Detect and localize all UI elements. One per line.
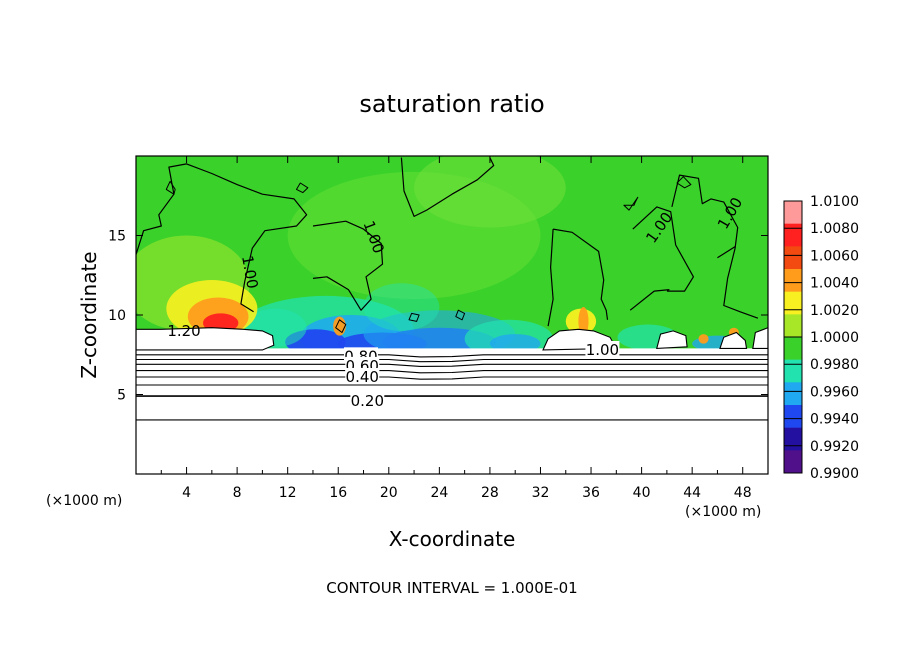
field-patch: [414, 156, 566, 228]
contour-label: 0.40: [346, 368, 379, 386]
contour-line: [136, 376, 768, 380]
cloud-cap: [752, 327, 768, 349]
colorbar-label: 0.9900: [810, 466, 859, 482]
contour-line: [408, 312, 420, 322]
colorbar-swatch: [784, 269, 802, 292]
x-tick-label: 32: [532, 485, 550, 501]
x-tick-label: 16: [329, 485, 347, 501]
y-axis-title: Z-coordinate: [77, 251, 101, 378]
colorbar: 1.0100 1.0080 1.0060 1.0040 1.0020 1.0000 0.99…: [783, 194, 859, 482]
contour-line: [547, 229, 554, 327]
colorbar-swatch: [784, 405, 802, 428]
colorbar-swatch: [784, 201, 802, 224]
contour-label: 1.00: [238, 254, 262, 290]
contour-label: 0.20: [351, 392, 384, 410]
colorbar-swatch: [784, 359, 802, 383]
field-patch: [363, 283, 440, 331]
x-tick-label: 8: [233, 485, 242, 501]
x-origin-unit-label: (×1000 m): [46, 493, 122, 509]
cloud-cap: [136, 327, 275, 351]
contour-line: [165, 180, 176, 195]
colorbar-label: 0.9980: [810, 357, 859, 373]
colorbar-swatch: [784, 314, 802, 338]
contour-line: [136, 354, 768, 358]
colorbar-label: 0.9920: [810, 439, 859, 455]
x-tick-label: 36: [582, 485, 600, 501]
colorbar-label: 1.0020: [810, 303, 859, 319]
contour-line: [312, 220, 384, 311]
colorbar-swatch: [784, 223, 802, 247]
contour-line: [136, 363, 768, 367]
x-tick-label: 20: [380, 485, 398, 501]
contour-line: [629, 289, 670, 311]
contour-line: [676, 176, 692, 189]
colorbar-label: 1.0060: [810, 248, 859, 264]
colorbar-label: 1.0000: [810, 330, 859, 346]
x-tick-label: 12: [279, 485, 297, 501]
contour-label-background: [350, 391, 385, 407]
contour-line: [296, 182, 309, 194]
contour-line: [553, 228, 609, 320]
y-tick-label: 5: [117, 388, 126, 404]
contour-line: [632, 206, 694, 292]
contour-line: [400, 157, 495, 217]
y-tick-label: 15: [108, 229, 126, 245]
x-axis-title: X-coordinate: [389, 527, 516, 551]
cloud-cap: [719, 331, 748, 349]
x-tick-label: 28: [481, 485, 499, 501]
field-patch: [698, 334, 709, 344]
contour-label-background: [585, 340, 620, 356]
contour-line: [335, 319, 347, 333]
contour-label-background: [345, 368, 380, 384]
colorbar-label: 1.0040: [810, 276, 859, 292]
colorbar-label: 0.9960: [810, 384, 859, 400]
colorbar-swatch: [784, 382, 802, 406]
x-tick-label: 40: [633, 485, 651, 501]
x-tick-label: 24: [430, 485, 448, 501]
contour-interval-note: CONTOUR INTERVAL = 1.000E-01: [326, 579, 577, 597]
x-tick-label: 4: [182, 485, 191, 501]
colorbar-swatch: [784, 337, 802, 360]
colorbar-swatch: [784, 246, 802, 270]
colorbar-swatch: [784, 427, 802, 451]
y-axis-ticks: 5 10 15: [108, 229, 768, 404]
colorbar-swatch: [784, 291, 802, 315]
x-axis-ticks: 4 8 12 16 20 24 28 32 36 40 44 48: [160, 156, 752, 501]
x-tick-label: 48: [734, 485, 752, 501]
field-patch: [489, 334, 541, 354]
y-tick-label: 10: [108, 308, 126, 324]
colorbar-label: 0.9940: [810, 412, 859, 428]
contour-line: [671, 174, 759, 319]
contour-label: 1.00: [586, 341, 619, 359]
contour-line: [623, 196, 639, 211]
colorbar-label: 1.0080: [810, 221, 859, 237]
contour-line: [136, 358, 768, 363]
contour-labels: 1.201.001.00 1.00 1.001.000.800.600.400.20: [167, 194, 746, 410]
chart-title: saturation ratio: [359, 90, 544, 118]
contour-line: [455, 309, 466, 321]
contour-label: 1.20: [167, 322, 200, 340]
contour-line: [717, 246, 736, 259]
contour-lines: [136, 157, 768, 421]
x-tick-label: 44: [683, 485, 701, 501]
contour-line: [136, 163, 308, 313]
plot-area: 1.201.001.00 1.00 1.001.000.800.600.400.20: [136, 156, 768, 474]
colorbar-swatch: [784, 450, 802, 474]
field-patch: [578, 307, 589, 336]
cloud-cap: [656, 330, 688, 349]
contour-line: [136, 370, 768, 374]
x-axis-unit-label: (×1000 m): [685, 504, 761, 520]
dry-layer: [136, 348, 768, 474]
colorbar-label: 1.0100: [810, 194, 859, 210]
